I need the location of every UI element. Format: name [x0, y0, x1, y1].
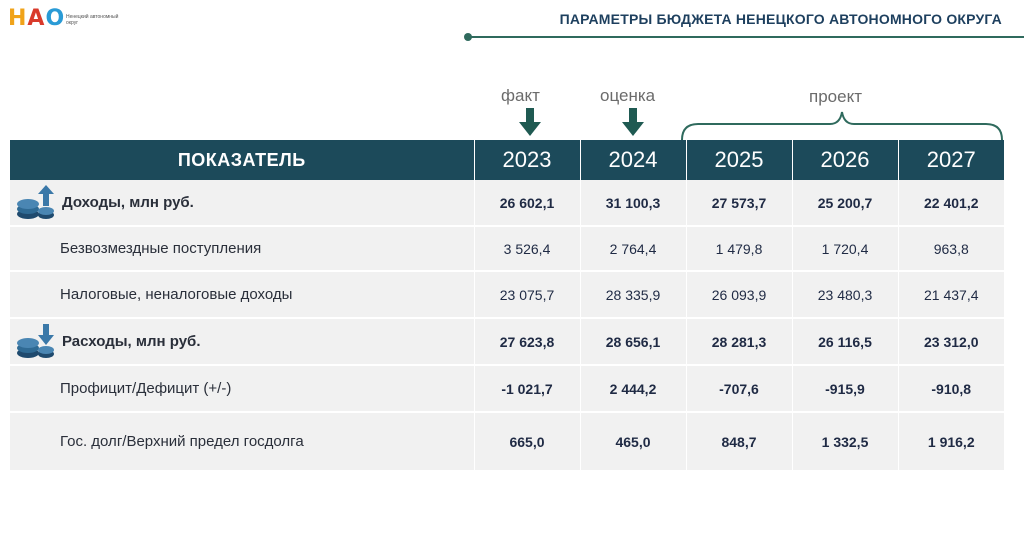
row-label: Расходы, млн руб.	[62, 333, 201, 350]
row-name-cell: Расходы, млн руб.	[10, 317, 474, 365]
row-value: 26 116,5	[791, 317, 898, 365]
label-estimate: оценка	[600, 86, 656, 105]
label-fact: факт	[501, 86, 540, 105]
header-year: 2023	[473, 140, 580, 180]
header-year: 2027	[897, 140, 1004, 180]
arrow-down-icon	[519, 108, 541, 136]
project-bracket	[681, 111, 1003, 141]
table-row: Профицит/Дефицит (+/-) -1 021,7 2 444,2 …	[10, 364, 1004, 412]
row-value: 2 444,2	[579, 364, 686, 412]
table-row: Налоговые, неналоговые доходы 23 075,7 2…	[10, 270, 1004, 318]
row-label: Безвозмездные поступления	[10, 225, 474, 271]
row-value: 1 332,5	[791, 411, 898, 470]
table-header: ПОКАЗАТЕЛЬ 2023 2024 2025 2026 2027	[10, 140, 1004, 180]
row-value: -707,6	[685, 364, 792, 412]
row-value: -910,8	[897, 364, 1004, 412]
table-row: Безвозмездные поступления 3 526,4 2 764,…	[10, 225, 1004, 271]
coins-arrow-up-icon	[17, 185, 54, 219]
row-label: Профицит/Дефицит (+/-)	[10, 364, 474, 412]
row-value: -915,9	[791, 364, 898, 412]
table-row: Гос. долг/Верхний предел госдолга 665,0 …	[10, 411, 1004, 470]
header-indicator: ПОКАЗАТЕЛЬ	[10, 140, 474, 180]
row-value: 2 764,4	[579, 225, 686, 271]
row-value: 848,7	[685, 411, 792, 470]
row-label: Доходы, млн руб.	[62, 194, 194, 211]
row-value: 23 480,3	[791, 270, 898, 318]
row-value: 27 573,7	[685, 180, 792, 226]
row-value: 23 075,7	[473, 270, 580, 318]
table-row: Расходы, млн руб. 27 623,8 28 656,1 28 2…	[10, 317, 1004, 365]
row-value: 1 720,4	[791, 225, 898, 271]
budget-table: ПОКАЗАТЕЛЬ 2023 2024 2025 2026 2027	[10, 140, 1004, 470]
header-year: 2024	[579, 140, 686, 180]
row-value: 21 437,4	[897, 270, 1004, 318]
row-label: Гос. долг/Верхний предел госдолга	[10, 411, 474, 470]
row-value: -1 021,7	[473, 364, 580, 412]
header-year: 2026	[791, 140, 898, 180]
label-project: проект	[809, 87, 862, 106]
title-underline	[468, 36, 1024, 38]
row-value: 28 335,9	[579, 270, 686, 318]
logo-letters: НАО	[8, 6, 66, 31]
page-title: ПАРАМЕТРЫ БЮДЖЕТА НЕНЕЦКОГО АВТОНОМНОГО …	[559, 11, 1002, 27]
table-row: Доходы, млн руб. 26 602,1 31 100,3 27 57…	[10, 180, 1004, 226]
row-value: 25 200,7	[791, 180, 898, 226]
row-value: 465,0	[579, 411, 686, 470]
row-value: 22 401,2	[897, 180, 1004, 226]
row-value: 23 312,0	[897, 317, 1004, 365]
row-value: 26 602,1	[473, 180, 580, 226]
logo-subtitle: Ненецкий автономный округ	[66, 14, 119, 26]
row-value: 1 479,8	[685, 225, 792, 271]
row-value: 27 623,8	[473, 317, 580, 365]
row-value: 28 656,1	[579, 317, 686, 365]
row-value: 665,0	[473, 411, 580, 470]
row-name-cell: Доходы, млн руб.	[10, 180, 474, 226]
row-value: 1 916,2	[897, 411, 1004, 470]
row-value: 31 100,3	[579, 180, 686, 226]
arrow-down-icon	[622, 108, 644, 136]
row-value: 26 093,9	[685, 270, 792, 318]
row-value: 3 526,4	[473, 225, 580, 271]
coins-arrow-down-icon	[17, 324, 54, 358]
logo: НАО Ненецкий автономный округ	[8, 4, 118, 38]
row-value: 963,8	[897, 225, 1004, 271]
header-year: 2025	[685, 140, 792, 180]
row-value: 28 281,3	[685, 317, 792, 365]
row-label: Налоговые, неналоговые доходы	[10, 270, 474, 318]
